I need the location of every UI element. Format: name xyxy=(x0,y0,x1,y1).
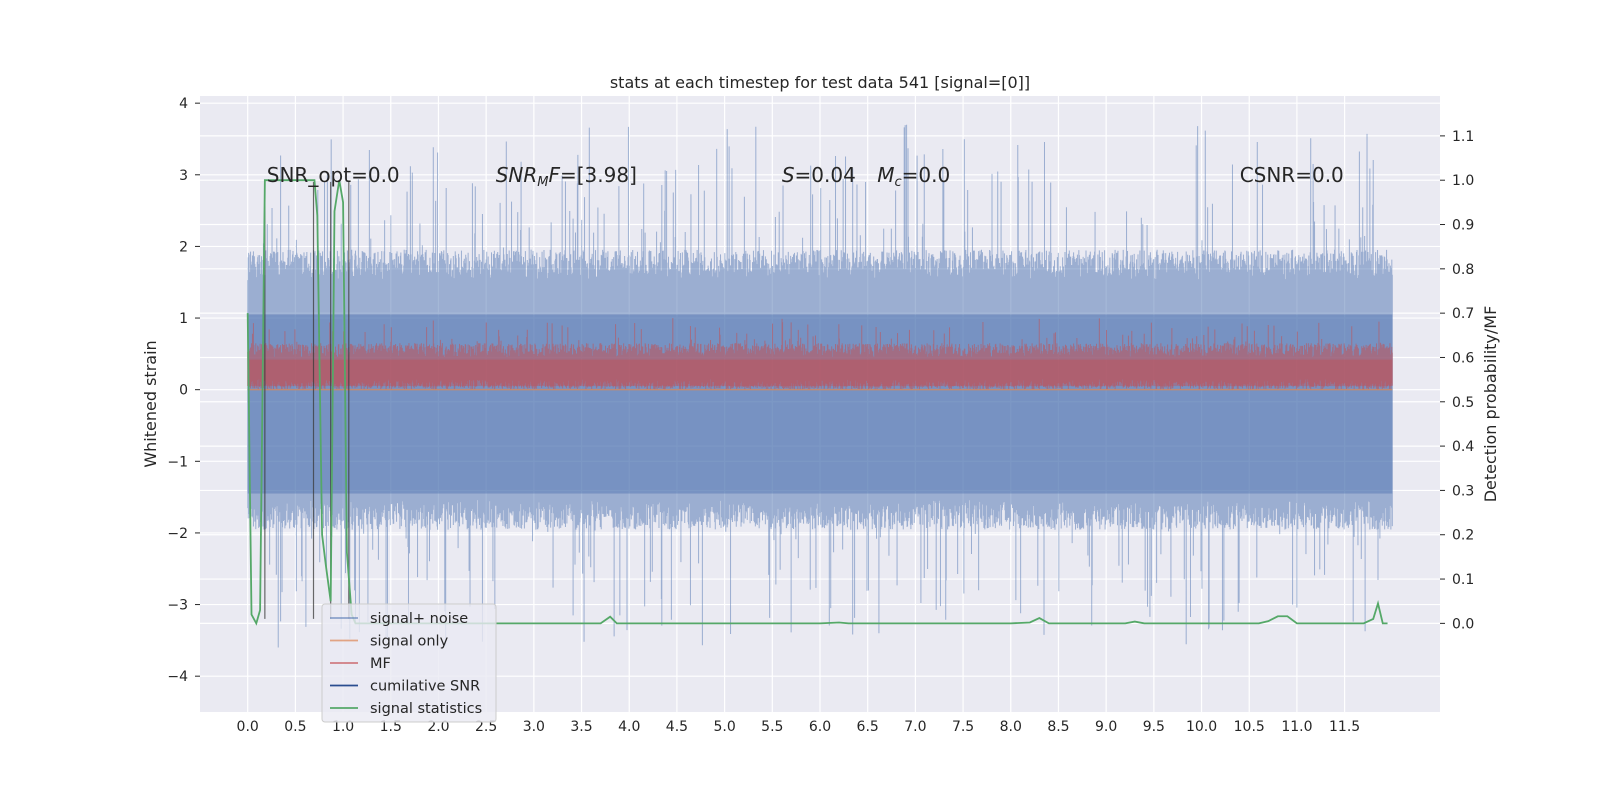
y-left-tick-labels: −4 −3 −2 −1 0 1 2 3 4 xyxy=(167,96,200,685)
y-right-axis-label: Detection probability/MF xyxy=(1481,306,1500,503)
annotation-5: CSNR=0.0 xyxy=(1240,163,1344,187)
noise-core-band xyxy=(247,314,1393,494)
x-tick-labels: 0.0 0.5 1.0 1.5 2.0 2.5 3.0 3.5 4.0 4.5 5.0 5.5 6.0 6… xyxy=(237,719,1361,735)
legend-box xyxy=(321,603,497,723)
x-tick-label: 7.0 xyxy=(904,719,926,735)
y-left-tick-label: 1 xyxy=(179,311,188,327)
annotation-4: Mc=0.0 xyxy=(877,163,950,190)
legend-label: signal only xyxy=(370,634,449,650)
legend-label: MF xyxy=(370,656,391,672)
annotations: SNR_opt=0.0 SNRMF=[3.98] S=0.04 Mc=0.0 CSNR=… xyxy=(267,163,1344,190)
annotation-1: SNR_opt=0.0 xyxy=(267,163,400,187)
y-left-tick-label: −4 xyxy=(167,669,188,685)
y-right-tick-label: 1.0 xyxy=(1452,173,1474,189)
x-tick-label: 2.0 xyxy=(427,719,449,735)
y-right-tick-label: 0.0 xyxy=(1452,616,1474,632)
x-tick-label: 3.5 xyxy=(570,719,592,735)
x-tick-label: 5.5 xyxy=(761,719,783,735)
chart-title: stats at each timestep for test data 541… xyxy=(610,73,1030,92)
y-right-tick-label: 0.2 xyxy=(1452,528,1474,544)
y-left-tick-label: −3 xyxy=(167,598,188,614)
x-tick-label: 9.0 xyxy=(1095,719,1117,735)
series-signal-statistics xyxy=(246,179,1388,626)
x-tick-label: 11.5 xyxy=(1329,719,1360,735)
y-left-tick-label: 0 xyxy=(179,383,188,399)
x-tick-label: 2.5 xyxy=(475,719,497,735)
y-right-tick-label: 0.8 xyxy=(1452,262,1474,278)
annotation-2: SNRMF=[3.98] xyxy=(496,163,637,190)
legend-label: signal statistics xyxy=(370,701,482,717)
x-tick-label: 5.0 xyxy=(713,719,735,735)
x-tick-label: 11.0 xyxy=(1281,719,1312,735)
y-left-tick-label: 2 xyxy=(179,239,188,255)
x-tick-label: 1.5 xyxy=(380,719,402,735)
x-tick-label: 1.0 xyxy=(332,719,354,735)
x-tick-label: 8.0 xyxy=(1000,719,1022,735)
x-tick-label: 10.0 xyxy=(1186,719,1217,735)
x-tick-label: 4.5 xyxy=(666,719,688,735)
annotation-3: S=0.04 xyxy=(782,163,856,187)
y-right-tick-label: 1.1 xyxy=(1452,129,1474,145)
x-tick-label: 6.0 xyxy=(809,719,831,735)
y-left-tick-label: 4 xyxy=(179,96,188,112)
y-left-axis-label: Whitened strain xyxy=(141,340,160,467)
x-tick-label: 7.5 xyxy=(952,719,974,735)
x-tick-label: 10.5 xyxy=(1234,719,1265,735)
legend: signal+ noise signal only MF cumilative SNR… xyxy=(321,603,497,723)
y-left-tick-label: 3 xyxy=(179,168,188,184)
legend-label: cumilative SNR xyxy=(370,679,480,695)
y-right-tick-label: 0.1 xyxy=(1452,572,1474,588)
y-left-tick-label: −2 xyxy=(167,526,188,542)
y-right-tick-labels: 0.0 0.1 0.2 0.3 0.4 0.5 0.6 0.7 0.8 0.9 1.0 1.1 xyxy=(1440,129,1474,632)
x-tick-label: 0.0 xyxy=(237,719,259,735)
series-signal-plus-noise xyxy=(247,124,1393,648)
y-left-tick-label: −1 xyxy=(167,454,188,470)
y-right-tick-label: 0.6 xyxy=(1452,350,1474,366)
x-tick-label: 3.0 xyxy=(523,719,545,735)
y-right-tick-label: 0.5 xyxy=(1452,395,1474,411)
x-tick-label: 8.5 xyxy=(1047,719,1069,735)
y-right-tick-label: 0.3 xyxy=(1452,483,1474,499)
y-right-tick-label: 0.4 xyxy=(1452,439,1474,455)
x-tick-label: 6.5 xyxy=(857,719,879,735)
mf-core-band xyxy=(247,359,1393,387)
x-tick-label: 9.5 xyxy=(1143,719,1165,735)
y-right-tick-label: 0.9 xyxy=(1452,218,1474,234)
series-mf xyxy=(247,318,1393,390)
series-path-signal-statistics xyxy=(246,179,1388,626)
x-tick-label: 4.0 xyxy=(618,719,640,735)
x-tick-label: 0.5 xyxy=(284,719,306,735)
y-right-tick-label: 0.7 xyxy=(1452,306,1474,322)
legend-label: signal+ noise xyxy=(370,611,468,627)
